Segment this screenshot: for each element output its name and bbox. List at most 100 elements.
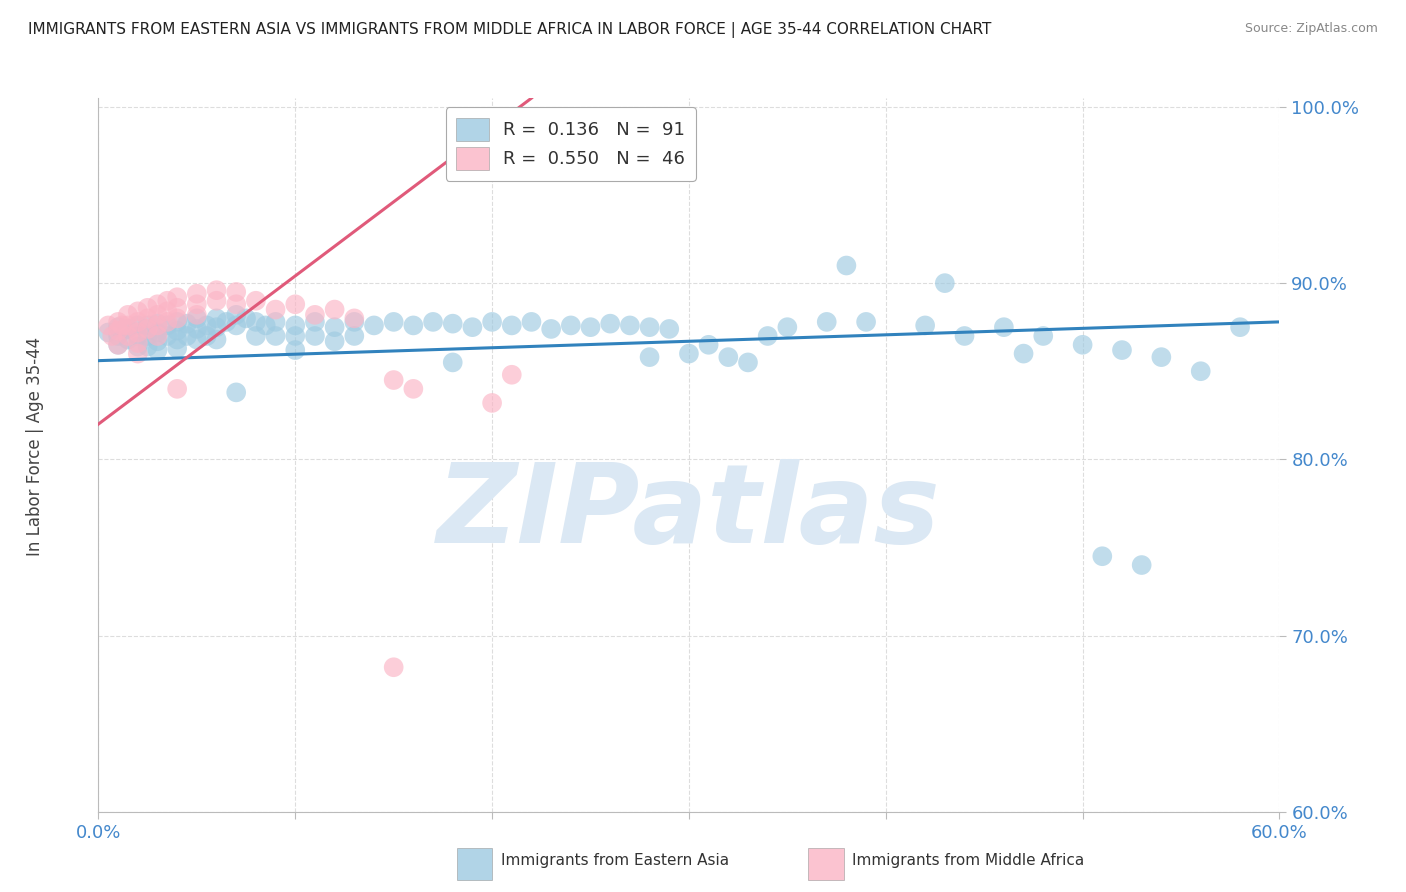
Point	[382, 315, 405, 329]
Point	[186, 311, 208, 326]
Point	[323, 334, 346, 349]
Point	[107, 324, 129, 338]
Point	[678, 346, 700, 360]
Point	[481, 315, 503, 329]
Point	[127, 346, 149, 360]
Point	[107, 315, 129, 329]
Point	[225, 385, 247, 400]
Point	[176, 317, 198, 331]
Point	[501, 368, 523, 382]
Point	[461, 320, 484, 334]
Point	[146, 334, 169, 349]
Point	[441, 355, 464, 369]
Point	[156, 304, 179, 318]
Point	[638, 350, 661, 364]
Point	[1012, 346, 1035, 360]
Point	[146, 318, 169, 333]
Point	[382, 373, 405, 387]
Point	[146, 329, 169, 343]
Point	[264, 302, 287, 317]
Point	[205, 293, 228, 308]
Text: Immigrants from Eastern Asia: Immigrants from Eastern Asia	[501, 854, 728, 868]
Point	[146, 308, 169, 322]
Point	[1111, 343, 1133, 357]
Point	[934, 276, 956, 290]
FancyBboxPatch shape	[457, 848, 492, 880]
Point	[343, 315, 366, 329]
Text: ZIPatlas: ZIPatlas	[437, 458, 941, 566]
Point	[205, 311, 228, 326]
Point	[166, 290, 188, 304]
Point	[166, 382, 188, 396]
Point	[97, 318, 120, 333]
Point	[156, 315, 179, 329]
Point	[166, 333, 188, 347]
Point	[107, 320, 129, 334]
Point	[101, 329, 124, 343]
Point	[136, 318, 159, 333]
Point	[815, 315, 838, 329]
Point	[855, 315, 877, 329]
Text: Immigrants from Middle Africa: Immigrants from Middle Africa	[852, 854, 1084, 868]
Point	[225, 297, 247, 311]
Point	[402, 382, 425, 396]
Point	[363, 318, 385, 333]
Text: Source: ZipAtlas.com: Source: ZipAtlas.com	[1244, 22, 1378, 36]
Point	[127, 329, 149, 343]
Point	[953, 329, 976, 343]
Point	[111, 318, 134, 333]
Point	[284, 343, 307, 357]
Point	[117, 308, 139, 322]
Point	[756, 329, 779, 343]
Point	[127, 336, 149, 351]
Point	[186, 333, 208, 347]
Point	[205, 320, 228, 334]
Point	[914, 318, 936, 333]
Point	[1130, 558, 1153, 572]
Point	[225, 285, 247, 299]
Point	[186, 286, 208, 301]
Point	[186, 322, 208, 336]
Point	[343, 311, 366, 326]
Point	[117, 333, 139, 347]
Point	[166, 301, 188, 315]
Point	[382, 660, 405, 674]
Point	[136, 322, 159, 336]
Point	[284, 297, 307, 311]
Point	[245, 293, 267, 308]
Point	[284, 329, 307, 343]
Point	[245, 315, 267, 329]
Point	[146, 326, 169, 340]
Point	[127, 326, 149, 340]
Point	[835, 259, 858, 273]
Point	[264, 329, 287, 343]
Point	[127, 340, 149, 354]
Point	[658, 322, 681, 336]
Point	[323, 302, 346, 317]
Point	[441, 317, 464, 331]
Point	[560, 318, 582, 333]
Point	[402, 318, 425, 333]
Point	[127, 318, 149, 333]
Point	[136, 311, 159, 326]
Point	[215, 315, 238, 329]
Point	[1071, 338, 1094, 352]
Point	[195, 329, 218, 343]
Point	[717, 350, 740, 364]
Point	[166, 324, 188, 338]
Point	[1032, 329, 1054, 343]
Point	[136, 329, 159, 343]
Point	[737, 355, 759, 369]
Point	[205, 333, 228, 347]
Point	[107, 338, 129, 352]
Point	[284, 318, 307, 333]
Text: In Labor Force | Age 35-44: In Labor Force | Age 35-44	[27, 336, 44, 556]
Point	[264, 315, 287, 329]
Point	[481, 396, 503, 410]
Point	[117, 318, 139, 333]
Point	[166, 341, 188, 355]
Point	[254, 318, 277, 333]
Point	[540, 322, 562, 336]
Point	[599, 317, 621, 331]
Point	[993, 320, 1015, 334]
